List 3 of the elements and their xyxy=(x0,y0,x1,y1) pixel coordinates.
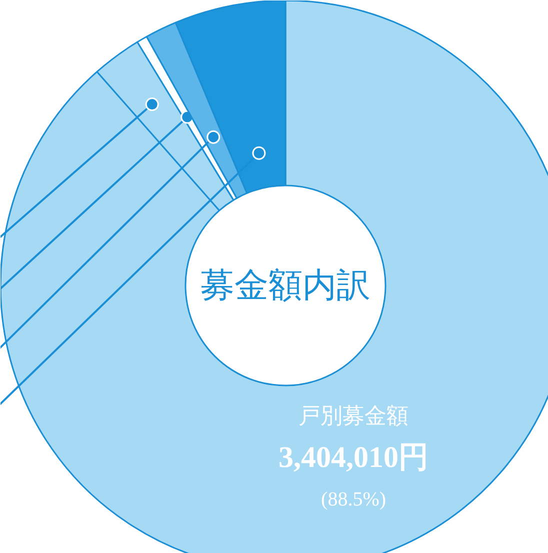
data-label: 3,404,010円 (88.5%) xyxy=(278,441,429,511)
slice-label: 戸別募金額 xyxy=(298,403,409,428)
text: 募金額内訳 xyxy=(200,266,370,306)
